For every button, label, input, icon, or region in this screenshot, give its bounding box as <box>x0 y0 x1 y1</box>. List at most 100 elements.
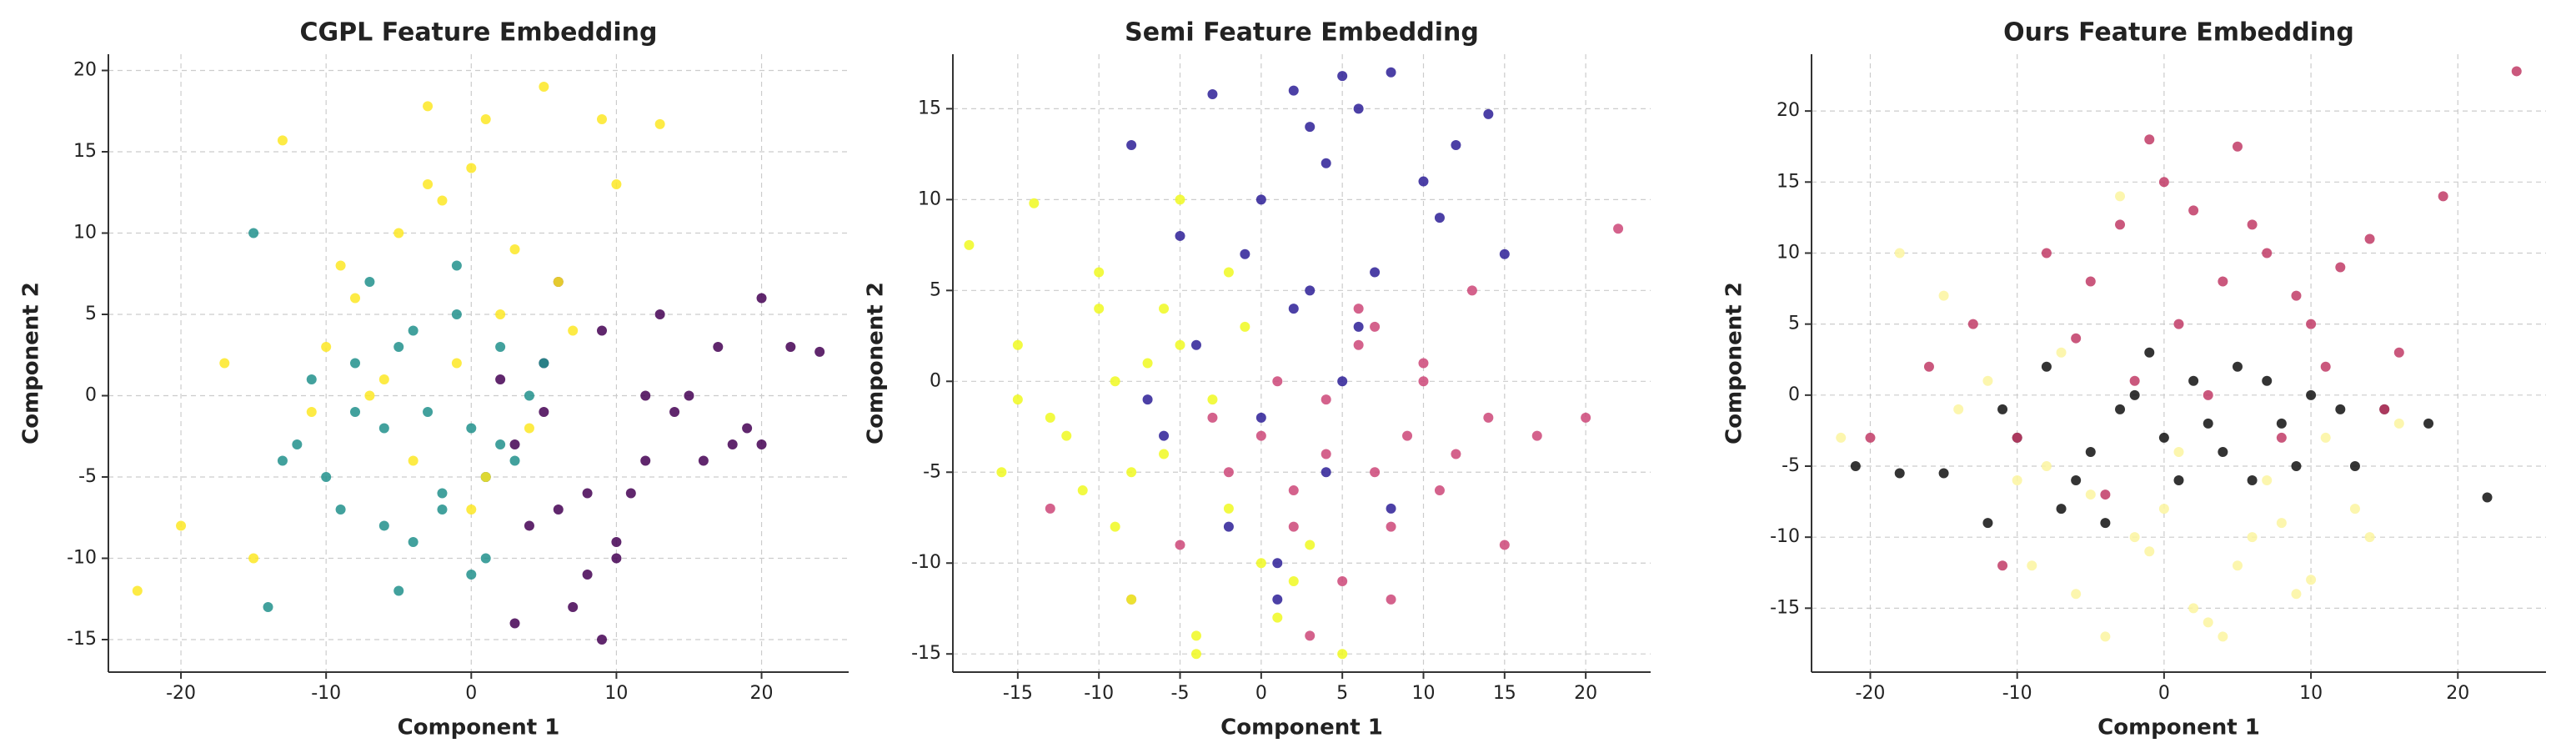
point <box>1223 503 1234 514</box>
y-tick-label: 10 <box>73 223 97 243</box>
point <box>2188 375 2199 386</box>
point <box>1353 321 1364 332</box>
y-tick-label: 10 <box>1777 242 1800 263</box>
x-tick-label: -15 <box>1003 683 1033 704</box>
point <box>1982 375 1993 386</box>
y-tick-label: -5 <box>1782 455 1800 476</box>
point <box>466 505 477 515</box>
y-axis-label: Component 2 <box>864 282 889 444</box>
point <box>466 423 477 434</box>
point <box>219 358 230 369</box>
y-tick-label: 20 <box>1777 100 1800 121</box>
point <box>597 325 607 336</box>
point <box>509 244 520 254</box>
point <box>1110 521 1120 532</box>
point <box>1418 358 1429 369</box>
point <box>509 439 520 449</box>
point <box>408 325 418 336</box>
point <box>350 358 360 369</box>
y-tick-label: -10 <box>1770 526 1800 547</box>
point <box>2144 134 2155 145</box>
point <box>1207 412 1218 423</box>
point <box>451 309 462 319</box>
point <box>1288 85 1299 96</box>
point <box>248 228 259 238</box>
x-tick-label: 20 <box>750 683 774 704</box>
point <box>2129 532 2140 543</box>
point <box>423 179 434 189</box>
point <box>1418 376 1429 387</box>
point <box>1337 649 1348 660</box>
point <box>1466 285 1477 296</box>
point <box>2173 446 2184 457</box>
point <box>727 439 738 449</box>
point <box>539 407 549 417</box>
point <box>1894 248 1905 259</box>
point <box>306 407 317 417</box>
y-tick-label: -5 <box>923 461 941 482</box>
point <box>1370 467 1381 478</box>
point <box>1029 198 1040 208</box>
point <box>2423 418 2434 429</box>
point <box>2393 347 2404 358</box>
point <box>1305 122 1316 133</box>
point <box>1159 449 1170 459</box>
point <box>1255 558 1266 569</box>
point <box>2511 66 2522 77</box>
point <box>1240 321 1250 332</box>
point <box>2158 177 2169 188</box>
point <box>553 505 564 515</box>
point <box>1126 594 1137 605</box>
point <box>1997 404 2008 414</box>
point <box>1223 467 1234 478</box>
point <box>1418 176 1429 187</box>
point <box>2364 233 2375 244</box>
point <box>2349 504 2360 515</box>
point <box>756 439 767 449</box>
x-tick-label: 10 <box>604 683 628 704</box>
point <box>582 570 593 580</box>
point <box>423 101 434 112</box>
point <box>1386 67 1396 78</box>
x-tick-label: -20 <box>166 683 196 704</box>
point <box>2349 461 2360 471</box>
point <box>2115 191 2126 202</box>
point <box>1353 339 1364 350</box>
y-tick-label: 20 <box>73 60 97 81</box>
point <box>1386 594 1396 605</box>
point <box>2306 319 2317 329</box>
point <box>2158 432 2169 443</box>
point <box>364 277 375 287</box>
point <box>1110 376 1120 387</box>
point <box>539 82 549 92</box>
point <box>2129 375 2140 386</box>
point <box>597 635 607 645</box>
point <box>2012 475 2022 486</box>
point <box>1190 649 1201 660</box>
x-tick-label: 0 <box>1255 683 1267 704</box>
point <box>568 602 579 612</box>
point <box>1126 139 1137 150</box>
point <box>1305 285 1316 296</box>
point <box>1321 449 1331 459</box>
point <box>1370 267 1381 278</box>
point <box>654 309 665 319</box>
point <box>1159 430 1170 441</box>
point <box>1894 468 1905 479</box>
point <box>466 163 477 173</box>
point <box>2056 504 2067 515</box>
point <box>1434 213 1445 223</box>
point <box>640 390 651 401</box>
point <box>2320 361 2331 372</box>
point <box>2173 475 2184 486</box>
point <box>335 260 346 271</box>
point <box>2100 631 2111 642</box>
point <box>1159 304 1170 314</box>
point <box>524 520 534 531</box>
point <box>568 325 579 336</box>
point <box>2247 475 2258 486</box>
point <box>2012 432 2022 443</box>
point <box>509 455 520 466</box>
y-tick-label: 5 <box>1788 314 1800 334</box>
point <box>495 439 506 449</box>
